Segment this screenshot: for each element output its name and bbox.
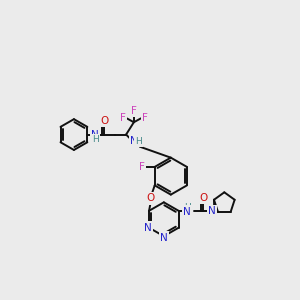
- Text: N: N: [91, 130, 99, 140]
- Text: H: H: [184, 203, 190, 212]
- Text: N: N: [208, 206, 216, 216]
- Text: F: F: [142, 113, 148, 123]
- Text: N: N: [160, 233, 168, 243]
- Text: H: H: [92, 135, 98, 144]
- Text: F: F: [120, 113, 126, 123]
- Text: O: O: [199, 193, 208, 203]
- Text: O: O: [147, 194, 155, 203]
- Text: N: N: [144, 223, 152, 233]
- Text: N: N: [183, 207, 191, 217]
- Text: N: N: [130, 136, 138, 146]
- Text: O: O: [100, 116, 109, 126]
- Text: F: F: [131, 106, 137, 116]
- Text: H: H: [135, 137, 142, 146]
- Text: F: F: [139, 162, 145, 172]
